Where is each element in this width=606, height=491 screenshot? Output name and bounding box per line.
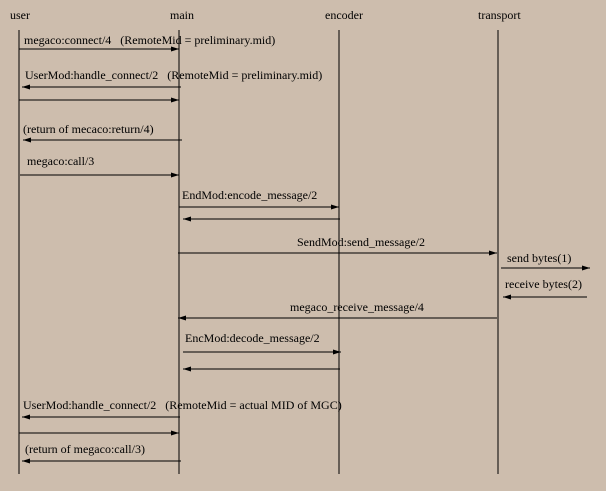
participant-user: user xyxy=(10,8,30,22)
arrowhead-icon xyxy=(171,430,179,436)
arrowhead-icon xyxy=(183,216,191,222)
message-arrow: EncMod:decode_message/2 xyxy=(183,331,341,355)
arrowhead-icon xyxy=(22,84,30,90)
message-label: EndMod:encode_message/2 xyxy=(182,188,317,202)
message-arrow: UserMod:handle_connect/2 (RemoteMid = pr… xyxy=(22,68,322,90)
arrowhead-icon xyxy=(171,46,179,52)
message-arrow: megaco:call/3 xyxy=(20,154,179,178)
message-arrow xyxy=(183,216,340,222)
message-label: (return of mecaco:return/4) xyxy=(23,122,154,136)
message-arrow: send bytes(1) xyxy=(501,251,590,271)
message-label: megaco:connect/4 (RemoteMid = preliminar… xyxy=(24,33,275,47)
message-arrow: SendMod:send_message/2 xyxy=(178,235,497,256)
participant-encoder: encoder xyxy=(325,8,363,22)
message-arrow: (return of megaco:call/3) xyxy=(22,442,181,464)
message-arrow: EndMod:encode_message/2 xyxy=(179,188,339,210)
arrowhead-icon xyxy=(333,349,341,355)
participant-main: main xyxy=(170,8,194,22)
message-arrow: UserMod:handle_connect/2 (RemoteMid = ac… xyxy=(22,398,342,420)
message-arrow: receive bytes(2) xyxy=(503,277,587,300)
arrowhead-icon xyxy=(489,250,497,256)
arrowhead-icon xyxy=(582,265,590,271)
arrowhead-icon xyxy=(23,137,31,143)
message-arrow xyxy=(183,366,340,372)
arrowhead-icon xyxy=(22,414,30,420)
message-label: send bytes(1) xyxy=(507,251,571,265)
message-arrow: (return of mecaco:return/4) xyxy=(23,122,182,143)
message-label: receive bytes(2) xyxy=(505,277,582,291)
message-label: EncMod:decode_message/2 xyxy=(185,331,320,345)
arrowhead-icon xyxy=(22,458,30,464)
message-label: megaco:call/3 xyxy=(27,154,94,168)
arrowhead-icon xyxy=(171,172,179,178)
arrowhead-icon xyxy=(331,204,339,210)
arrowhead-icon xyxy=(171,97,179,103)
message-arrow xyxy=(19,430,179,436)
message-label: SendMod:send_message/2 xyxy=(297,235,425,249)
message-label: UserMod:handle_connect/2 (RemoteMid = ac… xyxy=(23,398,342,412)
message-label: megaco_receive_message/4 xyxy=(290,300,424,314)
arrowhead-icon xyxy=(503,294,511,300)
arrowhead-icon xyxy=(183,366,191,372)
message-arrow: megaco:connect/4 (RemoteMid = preliminar… xyxy=(19,33,275,52)
message-label: (return of megaco:call/3) xyxy=(25,442,145,456)
message-arrow: megaco_receive_message/4 xyxy=(178,300,497,321)
arrowhead-icon xyxy=(178,315,186,321)
message-arrow xyxy=(19,97,179,103)
message-label: UserMod:handle_connect/2 (RemoteMid = pr… xyxy=(25,68,322,82)
participant-transport: transport xyxy=(478,8,521,22)
